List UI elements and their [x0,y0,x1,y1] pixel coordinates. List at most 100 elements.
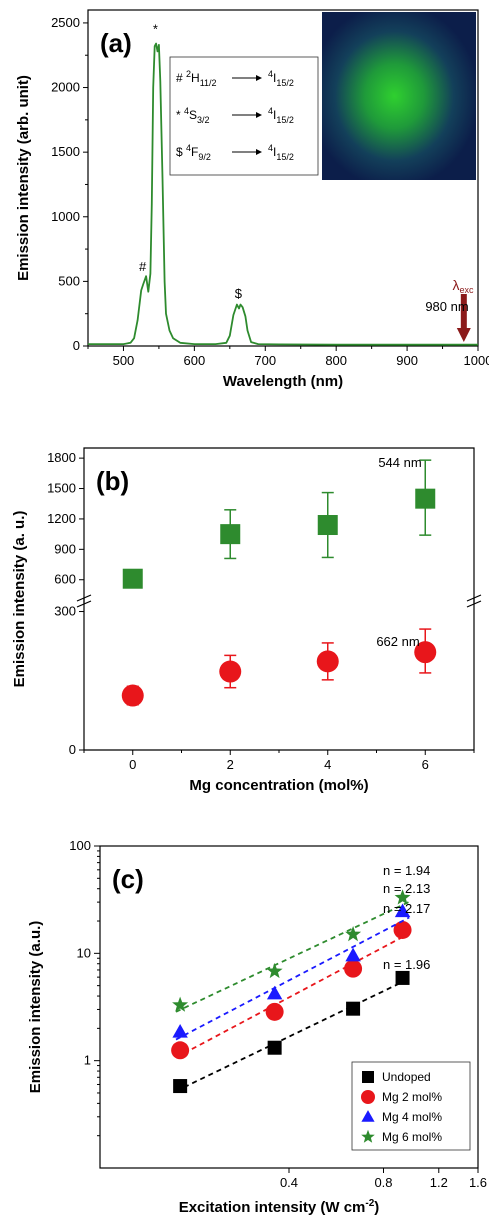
panel-a-ytick-label: 2000 [51,80,80,95]
panel-c-point [172,1023,188,1038]
panel-b-series-label-662: 662 nm [376,634,419,649]
panel-b-point [121,684,144,707]
panel-a-ytick-label: 1500 [51,144,80,159]
panel-b-xtick-label: 6 [422,757,429,772]
panel-a-legend-arrowhead [256,149,262,155]
panel-c-label: (c) [112,864,144,894]
panel-a-legend-from: * 4S3/2 [176,106,210,125]
panel-c-point [393,920,412,939]
panel-c-xtick-label: 0.8 [374,1175,392,1190]
panel-b-xlabel: Mg concentration (mol%) [189,777,368,794]
panel-b-point [415,488,436,509]
panel-b-frame-lower [83,598,475,751]
panel-b-series-label-544: 544 nm [378,455,421,470]
panel-c-fit-line [175,932,410,1059]
panel-c-point [395,970,410,985]
panel-a-xlabel: Wavelength (nm) [223,373,343,390]
panel-a-legend-arrowhead [256,75,262,81]
panel-c-slope-label: n = 1.96 [383,957,430,972]
panel-a-legend-from: # 2H11/2 [176,69,217,88]
panel-c-fit-line [175,916,410,1041]
panel-c-ytick-label: 10 [77,945,91,960]
panel-a: # 2H11/2 4I15/2 * 4S3/2 4I15/2 $ 4F9/2 4I15/2… [83,9,479,351]
panel-c-point [171,1041,190,1060]
panel-a-legend-row: $ 4F9/2 4I15/2 [176,143,294,162]
panel-a-ytick-label: 0 [73,338,80,353]
panel-b-xtick-label: 4 [324,757,331,772]
panel-c-legend-marker [362,1071,374,1083]
panel-c-point [345,926,362,942]
panel-c-point [266,962,283,979]
panel-b-label: (b) [96,466,129,496]
panel-c-fit-line [175,977,410,1092]
panel-a-legend-box [169,56,319,176]
panel-a-peak-annotation: * [153,21,158,36]
panel-c-legend-label: Mg 6 mol% [382,1130,442,1144]
panel-c-ytick-label: 100 [69,838,91,853]
panel-c-series [172,889,411,1013]
panel-c-slope-label: n = 1.94 [383,863,430,878]
panel-c-legend-marker [361,1110,375,1122]
panel-a-legend-to: 4I15/2 [268,106,294,125]
panel-c-xtick-label: 1.6 [469,1175,487,1190]
panel-a-legend-from: $ 4F9/2 [176,143,211,162]
panel-a-ytick-label: 2500 [51,15,80,30]
panel-a-legend-to: 4I15/2 [268,143,294,162]
panel-a-frame [87,9,479,347]
panel-a-xtick-label: 900 [396,353,418,368]
panel-b-point [122,568,143,589]
panel-c-legend-label: Mg 4 mol% [382,1110,442,1124]
panel-b-series [121,628,437,707]
panel-c-legend-marker [361,1090,375,1104]
panel-b-series [122,459,436,589]
panel-c-point [344,959,363,978]
panel-a-excitation-arrow-head [456,328,471,342]
panel-a-ytick-label: 1000 [51,209,80,224]
panel-c-point [265,1002,284,1021]
panel-c-legend [351,1061,471,1151]
panel-b-point [414,641,437,664]
panel-c-xtick-label: 0.4 [280,1175,298,1190]
panel-c-series [171,920,412,1060]
panel-b-ytick-label: 0 [69,742,76,757]
panel-c-legend-label: Undoped [382,1070,431,1084]
panel-b-point [317,515,338,536]
panel-a-transition-legend: # 2H11/2 4I15/2 * 4S3/2 4I15/2 $ 4F9/2 4I15/2 [169,56,319,176]
panel-b-frame-upper [83,447,475,603]
panel-a-ytick-label: 500 [58,273,80,288]
panel-b-ytick-label: 1200 [47,511,76,526]
panel-a-peak-annotation: # [139,259,147,274]
panel-c-point [173,1079,188,1094]
panel-c-point [172,996,189,1012]
panel-c-slope-label: n = 2.13 [383,881,430,896]
panel-c-slope-label: n = 2.17 [383,901,430,916]
panel-b-ytick-label: 1500 [47,481,76,496]
panel-a-excitation-label: λexc [452,277,474,295]
panel-c-point [394,903,411,918]
panel-a-legend-to: 4I15/2 [268,69,294,88]
panel-a-legend-arrowhead [256,112,262,118]
panel-b-xtick-label: 0 [129,757,136,772]
panel-c-xlabel: Excitation intensity (W cm-2) [179,1198,380,1216]
panel-c-series [172,903,411,1041]
panel-c-point [266,985,283,1000]
panel-b-axis-break [466,600,482,608]
panel-b-axis-break [76,600,92,608]
panel-c-point [345,947,361,962]
panel-b-ytick-label: 900 [54,541,76,556]
panel-b-point [316,650,339,673]
panel-b-ytick-label: 600 [54,572,76,587]
panel-a-legend-row: # 2H11/2 4I15/2 [176,69,294,88]
panel-a-peak-annotation: $ [235,286,243,301]
panel-a-xtick-label: 1000 [464,353,489,368]
panel-a-legend-row: * 4S3/2 4I15/2 [176,106,294,125]
panel-c-legend-marker [361,1129,375,1143]
panel-b-axis-break [76,594,92,602]
panel-c-xtick-label: 1.2 [430,1175,448,1190]
panel-a-xtick-label: 600 [184,353,206,368]
panel-b-ytick-label: 1800 [47,450,76,465]
panel-c-ytick-label: 1 [84,1053,91,1068]
panel-c-point [346,1001,361,1016]
panel-a-spectrum-line [88,42,478,346]
